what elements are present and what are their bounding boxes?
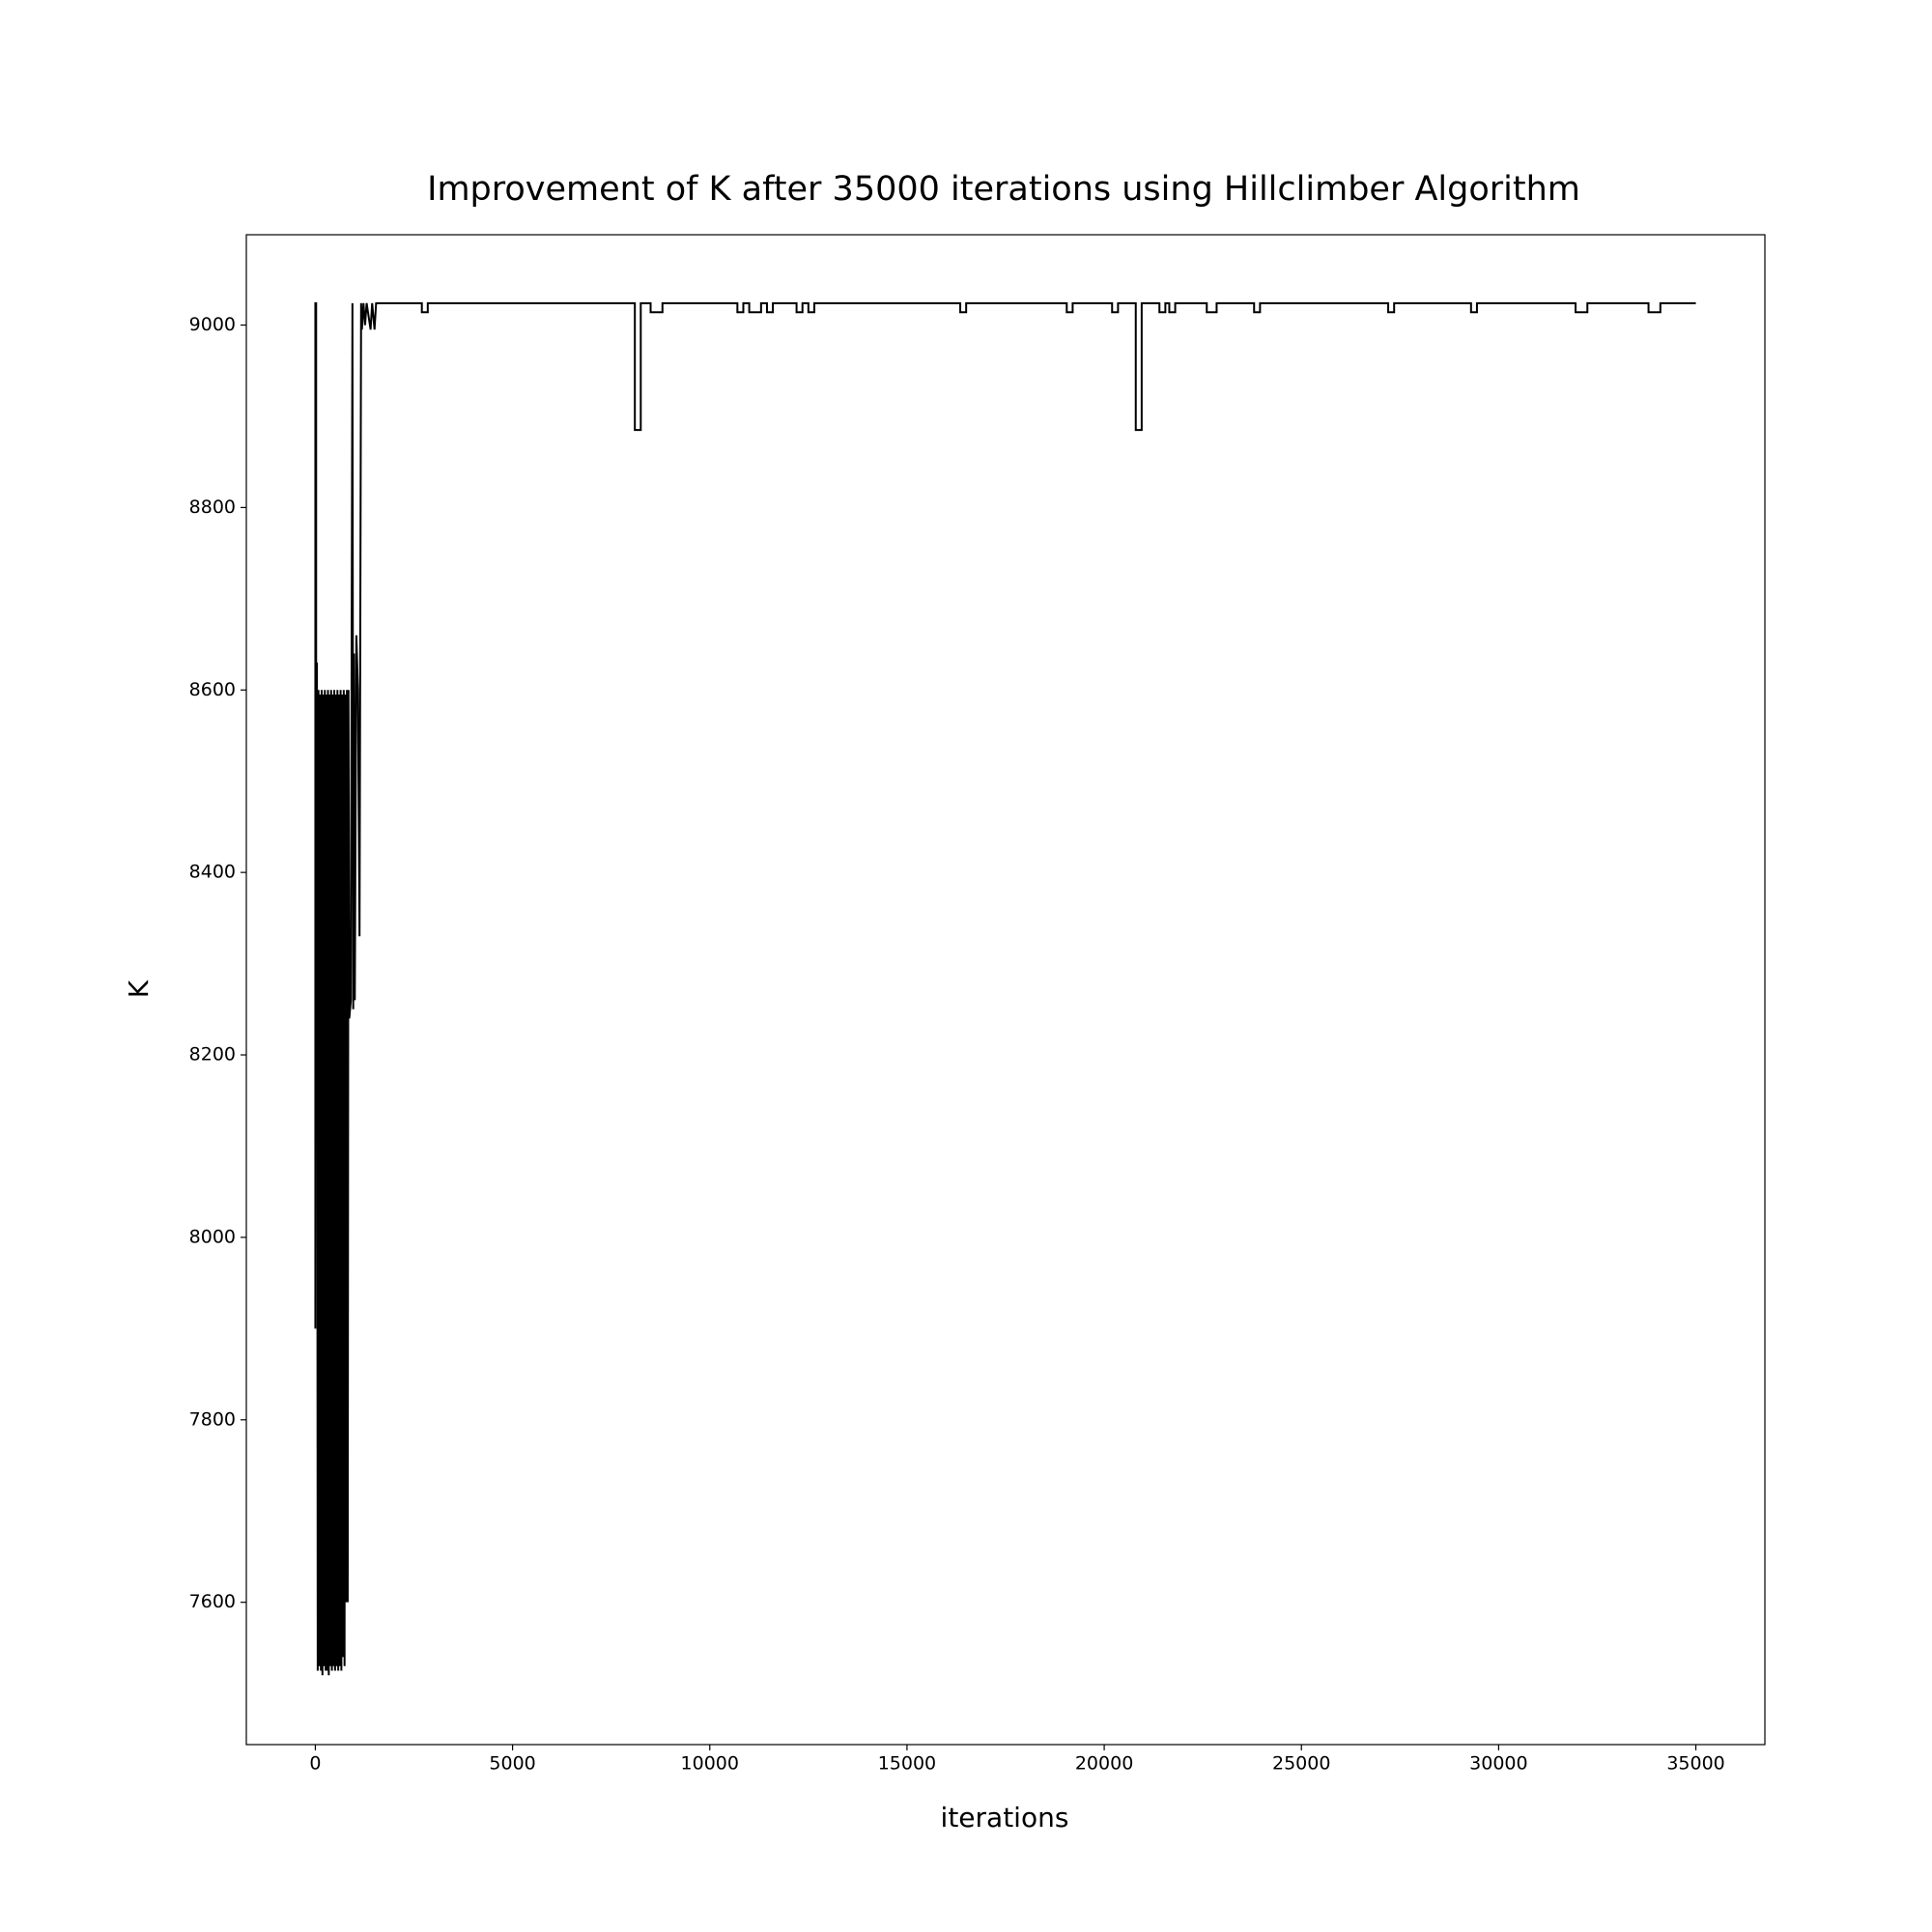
plot-frame bbox=[245, 234, 1766, 1746]
y-tick-label: 8200 bbox=[189, 1044, 236, 1065]
x-tick-label: 25000 bbox=[1272, 1753, 1330, 1775]
x-tick-label: 15000 bbox=[878, 1753, 936, 1775]
y-tick-label: 7800 bbox=[189, 1408, 236, 1430]
y-tick-label: 8600 bbox=[189, 679, 236, 700]
y-tick-label: 7600 bbox=[189, 1591, 236, 1612]
x-tick-label: 5000 bbox=[489, 1753, 535, 1775]
chart-title: Improvement of K after 35000 iterations … bbox=[427, 170, 1580, 209]
y-tick-label: 8400 bbox=[189, 862, 236, 883]
x-tick-label: 0 bbox=[309, 1753, 321, 1775]
x-tick-label: 30000 bbox=[1469, 1753, 1527, 1775]
y-tick-label: 8000 bbox=[189, 1226, 236, 1247]
y-tick-label: 9000 bbox=[189, 314, 236, 335]
x-tick-label: 35000 bbox=[1666, 1753, 1724, 1775]
y-tick-label: 8800 bbox=[189, 497, 236, 518]
y-axis-label: K bbox=[123, 980, 155, 998]
x-axis-label: iterations bbox=[941, 1802, 1069, 1833]
data-line bbox=[314, 301, 1696, 1676]
x-tick-label: 20000 bbox=[1075, 1753, 1133, 1775]
x-tick-label: 10000 bbox=[681, 1753, 739, 1775]
